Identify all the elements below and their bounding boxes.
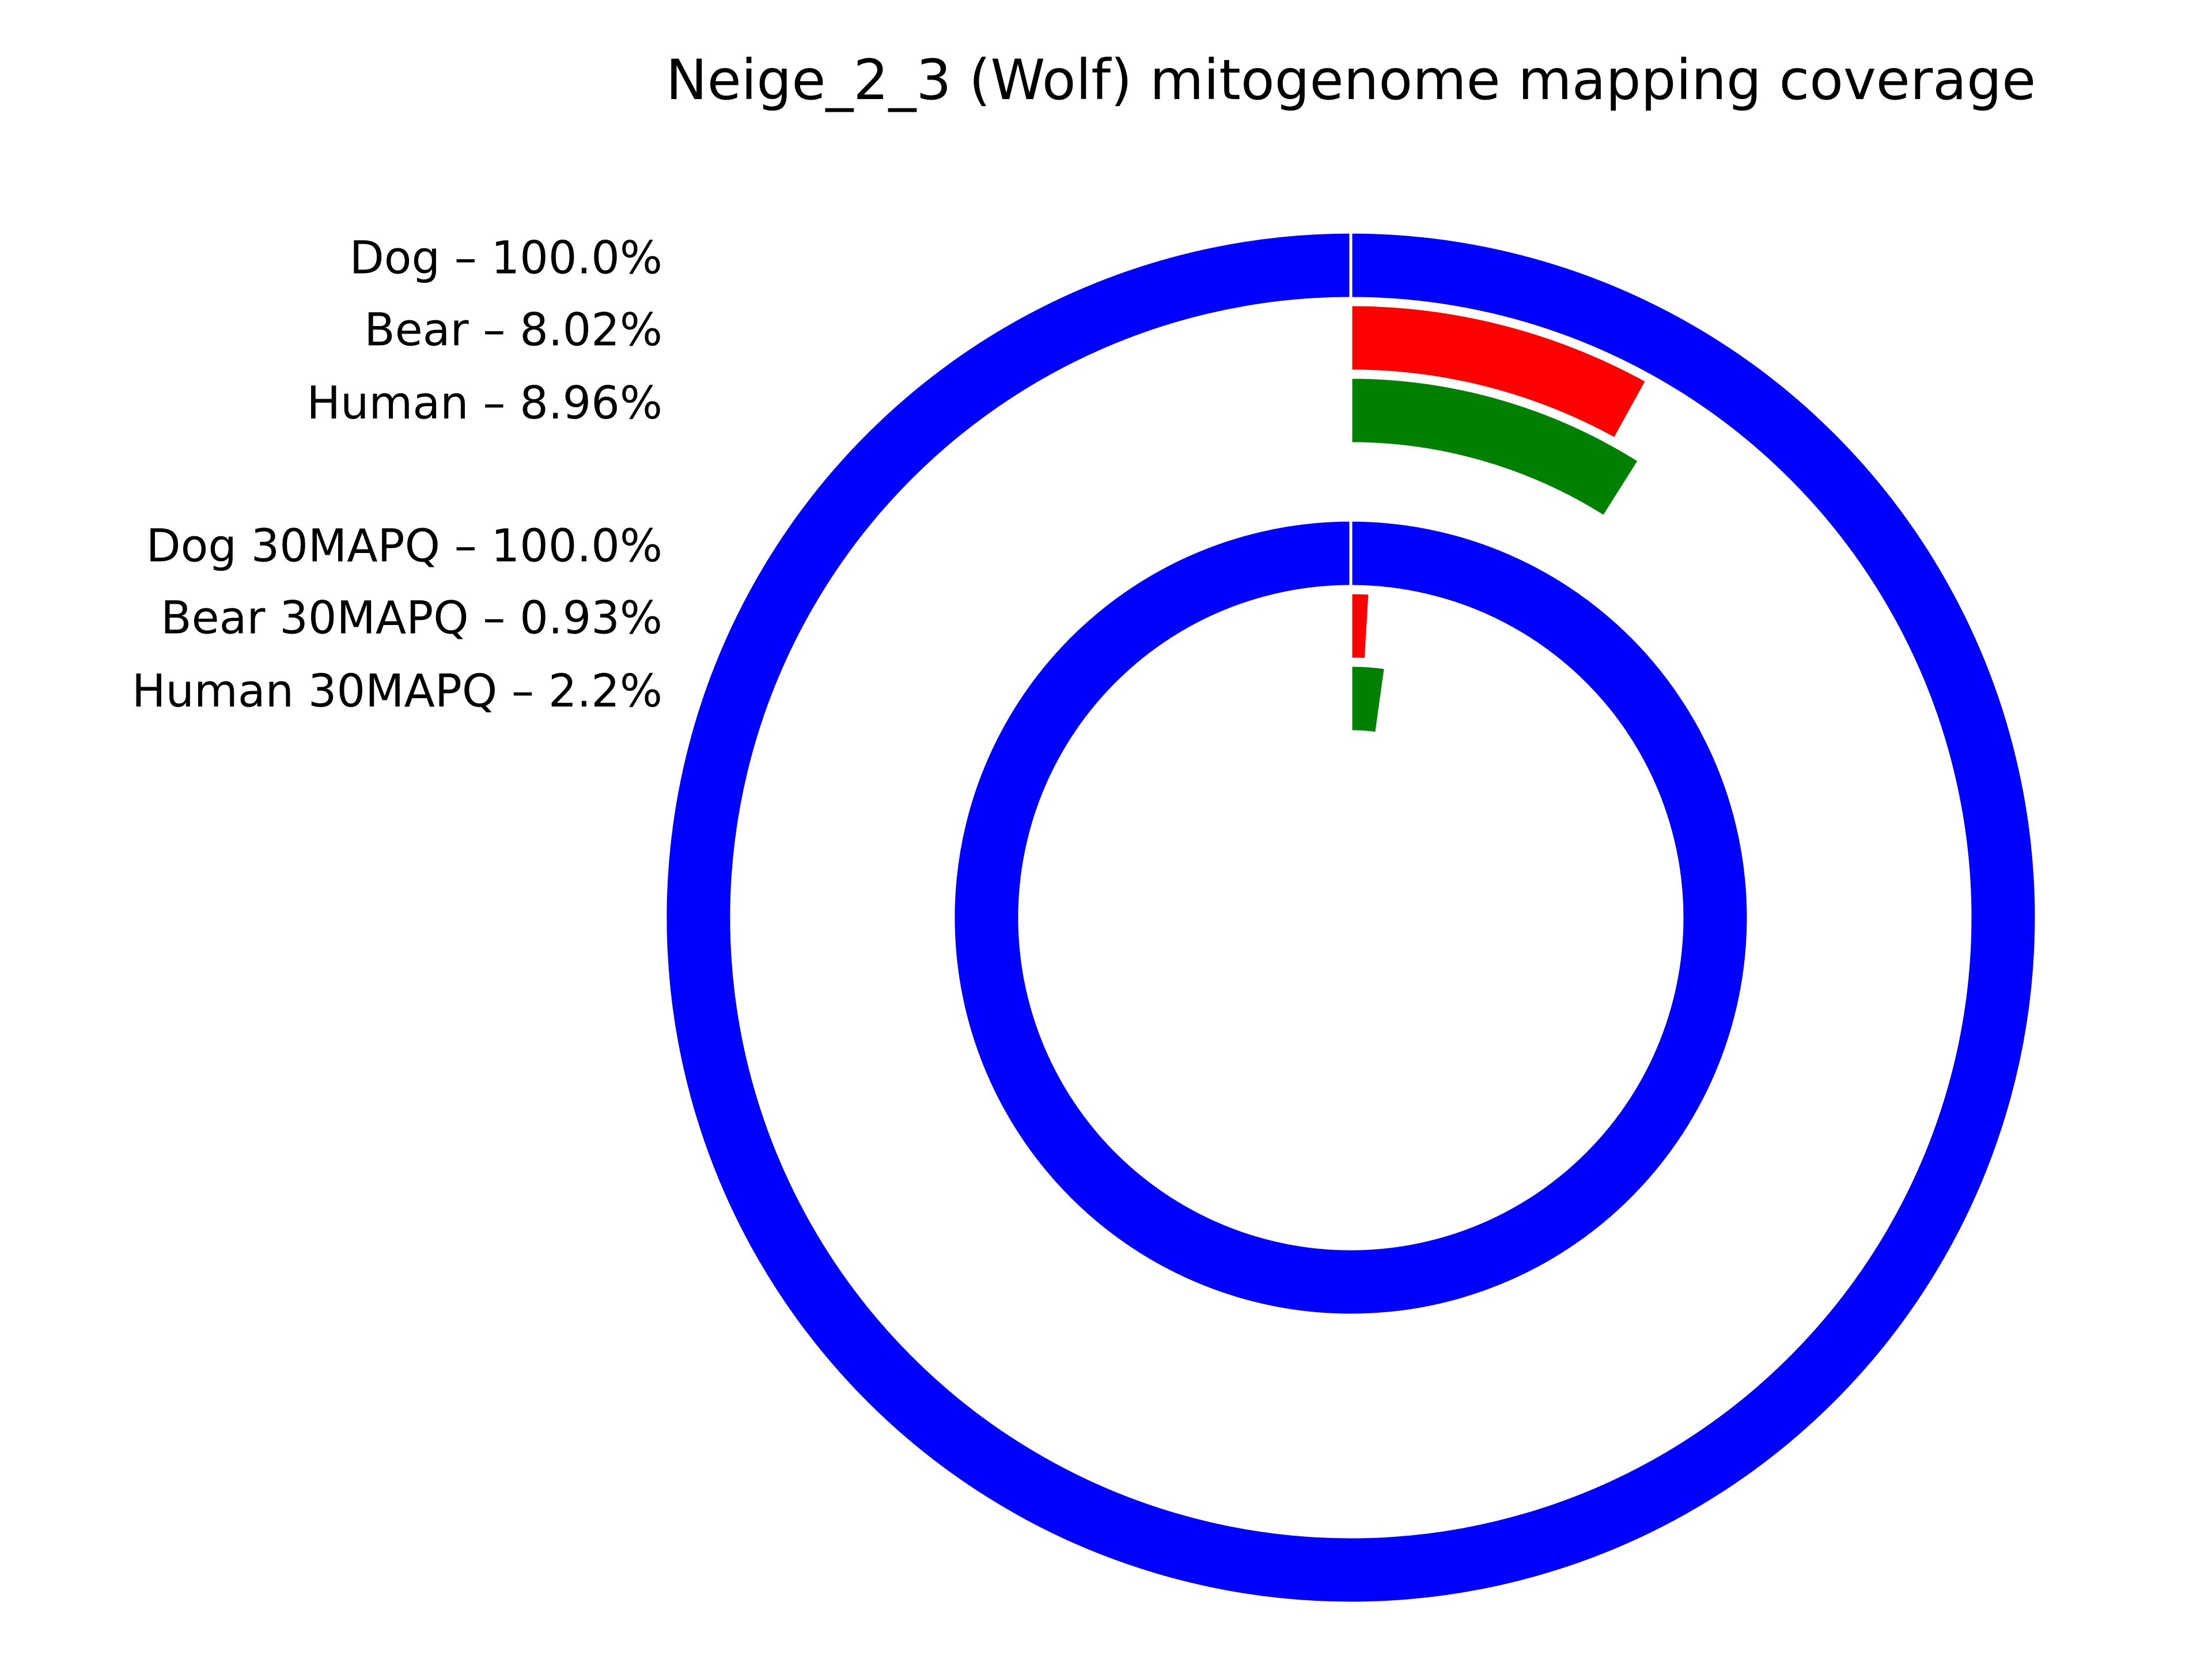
labels-layer: Dog – 100.0% Bear – 8.02% Human – 8.96% Dog… bbox=[132, 232, 662, 717]
coverage-arc-1-2 bbox=[1349, 664, 1388, 735]
ring-label-0-0: Dog – 100.0% bbox=[350, 232, 662, 284]
coverage-arc-0-2 bbox=[1349, 376, 1642, 519]
ring-label-1-2: Human 30MAPQ – 2.2% bbox=[132, 665, 662, 717]
arcs-layer bbox=[664, 230, 2038, 1605]
chart-title: Neige_2_3 (Wolf) mitogenome mapping cove… bbox=[666, 48, 2036, 112]
coverage-arc-0-1 bbox=[1349, 303, 1649, 441]
ring-label-0-1: Bear – 8.02% bbox=[364, 304, 662, 356]
coverage-arc-0-0 bbox=[664, 230, 2038, 1605]
ring-label-0-2: Human – 8.96% bbox=[306, 377, 662, 429]
coverage-arc-1-0 bbox=[952, 518, 1750, 1317]
coverage-arc-1-1 bbox=[1349, 591, 1372, 661]
ring-label-1-0: Dog 30MAPQ – 100.0% bbox=[146, 520, 662, 572]
ring-label-1-1: Bear 30MAPQ – 0.93% bbox=[161, 592, 662, 644]
